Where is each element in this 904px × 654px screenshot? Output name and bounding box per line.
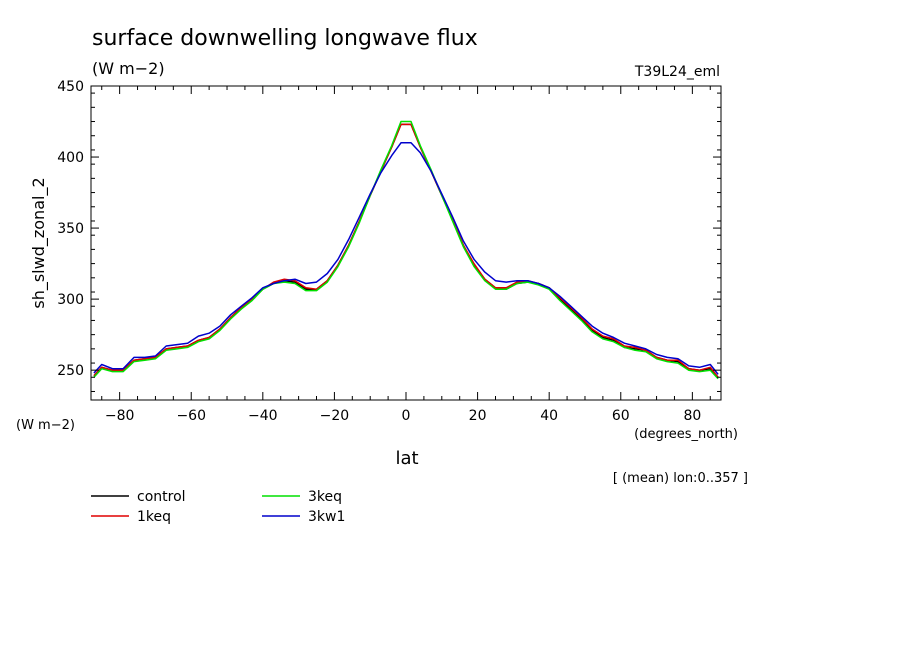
- series-line-3kw1: [93, 142, 719, 375]
- y-tick-label: 400: [57, 150, 84, 166]
- x-axis-label: lat: [395, 448, 418, 469]
- x-tick-label: −40: [248, 408, 278, 424]
- y-tick-label: 450: [57, 79, 84, 95]
- y-tick-label: 350: [57, 221, 84, 237]
- chart-subtitle: (W m−2): [92, 59, 165, 78]
- y-tick-label: 300: [57, 292, 84, 308]
- chart-note: [ (mean) lon:0..357 ]: [613, 471, 748, 486]
- chart-tag: T39L24_eml: [634, 64, 720, 80]
- plot-frame: [90, 85, 722, 401]
- legend-label: 3keq: [308, 489, 342, 505]
- x-tick-label: 0: [402, 408, 411, 424]
- x-tick-label: 40: [540, 408, 558, 424]
- x-tick-label: 20: [469, 408, 487, 424]
- series-line-3keq: [93, 120, 719, 380]
- chart-title: surface downwelling longwave flux: [92, 26, 478, 51]
- y-axis-units: (W m−2): [16, 418, 75, 433]
- x-tick-label: 60: [612, 408, 630, 424]
- x-tick-label: −20: [320, 408, 350, 424]
- y-axis-label: sh_slwd_zonal_2: [29, 177, 49, 308]
- legend-label: 3kw1: [308, 509, 345, 525]
- series-line-control: [93, 123, 719, 378]
- x-axis-units: (degrees_north): [634, 427, 738, 442]
- x-tick-label: −80: [105, 408, 135, 424]
- legend: control 1keq 3keq 3kw1: [91, 489, 345, 525]
- series-line-1keq: [93, 123, 719, 378]
- y-tick-label: 250: [57, 363, 84, 379]
- ticks-layer: −80 −60 −40 −20 0 20 40 60 80 250 300 350 400 450: [57, 79, 721, 424]
- x-tick-label: −60: [176, 408, 206, 424]
- x-tick-label: 80: [683, 408, 701, 424]
- legend-label: control: [137, 489, 186, 505]
- series-layer: [93, 120, 719, 380]
- legend-label: 1keq: [137, 509, 171, 525]
